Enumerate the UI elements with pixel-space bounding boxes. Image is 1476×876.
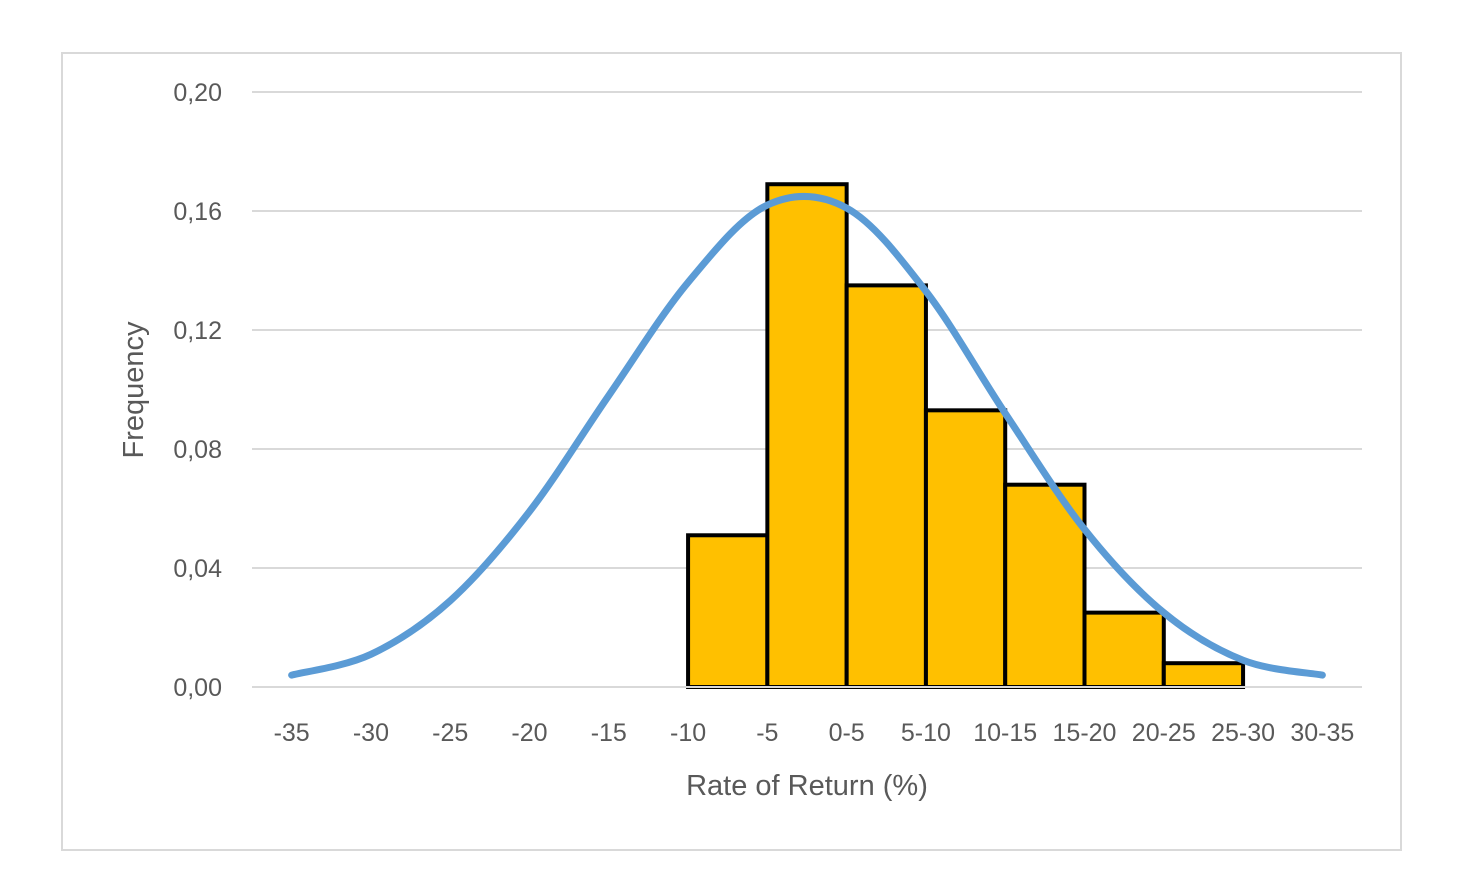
y-axis-title: Frequency bbox=[118, 321, 150, 459]
distribution-curve bbox=[288, 192, 1326, 679]
x-tick-label: 0-5 bbox=[829, 719, 865, 747]
histogram-bar bbox=[686, 533, 770, 690]
x-axis-title: Rate of Return (%) bbox=[686, 770, 928, 802]
histogram-bar bbox=[765, 182, 849, 689]
y-tick-label: 0,16 bbox=[173, 198, 222, 226]
x-tick-label: -30 bbox=[353, 719, 389, 747]
x-tick-labels: -35 -30 -25 -20 -15 -10 -5 0-5 5-10 10-15 15-20 20-… bbox=[274, 719, 1355, 747]
y-tick-labels: 0,00 0,04 0,08 0,12 0,16 0,20 bbox=[173, 79, 222, 702]
x-tick-label: 25-30 bbox=[1211, 719, 1275, 747]
histogram-bar bbox=[1161, 661, 1246, 690]
x-tick-label: -15 bbox=[591, 719, 627, 747]
x-tick-label: -35 bbox=[274, 719, 310, 747]
y-tick-label: 0,20 bbox=[173, 79, 222, 107]
x-tick-label: 5-10 bbox=[901, 719, 951, 747]
normal-curve bbox=[288, 192, 1326, 679]
histogram-bar bbox=[1082, 610, 1166, 689]
x-tick-label: -10 bbox=[670, 719, 706, 747]
chart-area bbox=[61, 52, 1402, 851]
histogram-bar bbox=[923, 408, 1008, 689]
histogram-bar bbox=[1003, 482, 1087, 690]
y-tick-label: 0,04 bbox=[173, 555, 222, 583]
y-tick-label: 0,12 bbox=[173, 317, 222, 345]
histogram-bar bbox=[844, 283, 928, 689]
x-tick-label: 20-25 bbox=[1132, 719, 1196, 747]
y-tick-label: 0,00 bbox=[173, 674, 222, 702]
x-tick-label: 30-35 bbox=[1290, 719, 1354, 747]
x-tick-label: -25 bbox=[432, 719, 468, 747]
x-tick-label: 15-20 bbox=[1053, 719, 1117, 747]
x-tick-label: -20 bbox=[511, 719, 547, 747]
y-tick-label: 0,08 bbox=[173, 436, 222, 464]
x-tick-label: -5 bbox=[756, 719, 778, 747]
x-tick-label: 10-15 bbox=[973, 719, 1037, 747]
